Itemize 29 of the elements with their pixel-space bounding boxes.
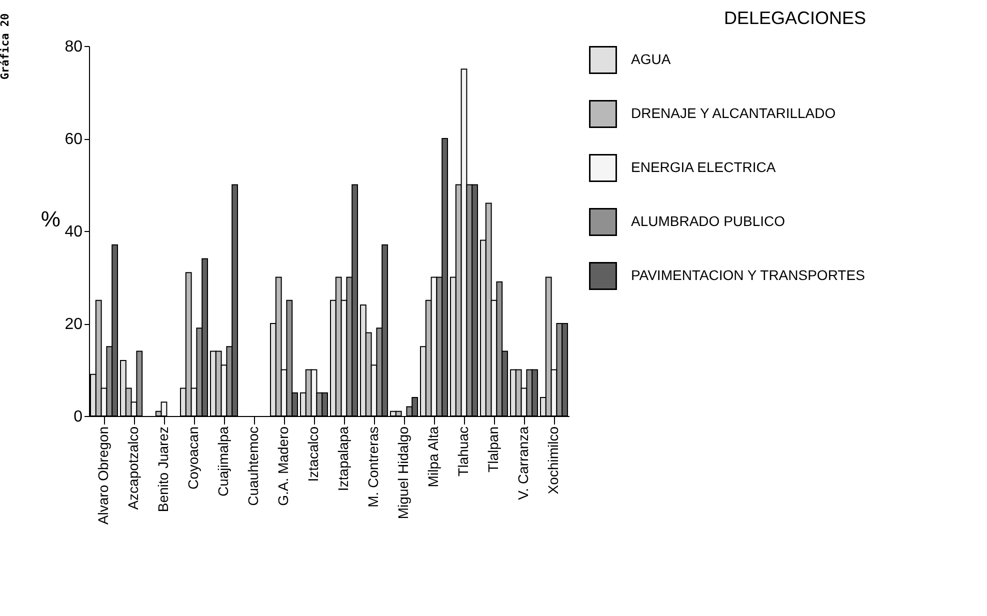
y-tick-label: 0 [74,408,83,426]
x-tick-label: Milpa Alta [425,426,441,488]
x-tick-label: Iztacalco [305,426,321,482]
y-tick-label: 80 [64,38,83,56]
x-tick-label: Alvaro Obregon [95,426,111,525]
y-tick-label: 20 [64,316,83,333]
x-tick-label: Miguel Hidalgo [395,426,411,520]
text: DELEGACIONES [724,8,866,28]
legend-label: AGUA [631,51,672,67]
legend-label: PAVIMENTACION Y TRANSPORTES [631,267,865,283]
x-tick-label: Iztapalapa [335,426,351,492]
x-tick-label: Azcapotzalco [125,426,141,510]
x-tick-label: V. Carranza [515,426,531,500]
legend-label: ENERGIA ELECTRICA [631,159,776,175]
x-tick-label: Tlahuac [455,426,471,476]
x-tick-label: Cuauhtemoc [245,426,261,506]
x-tick-label: M. Contreras [365,426,381,508]
x-tick-label: Coyoacan [185,426,201,490]
y-axis-title: % [40,206,60,232]
x-tick-label: Xochimilco [545,426,561,494]
x-tick-label: Benito Juarez [155,426,171,512]
text: Gráfica 20 [0,13,12,80]
legend-label: ALUMBRADO PUBLICO [631,213,786,229]
y-tick-label: 40 [64,224,83,240]
x-tick-label: Cuajimalpa [215,426,231,497]
x-tick-label: Tlalpan [485,426,501,472]
x-tick-label: G.A. Madero [275,426,291,506]
legend-label: DRENAJE Y ALCANTARILLADO [631,105,836,121]
y-tick-label: 60 [64,131,83,148]
